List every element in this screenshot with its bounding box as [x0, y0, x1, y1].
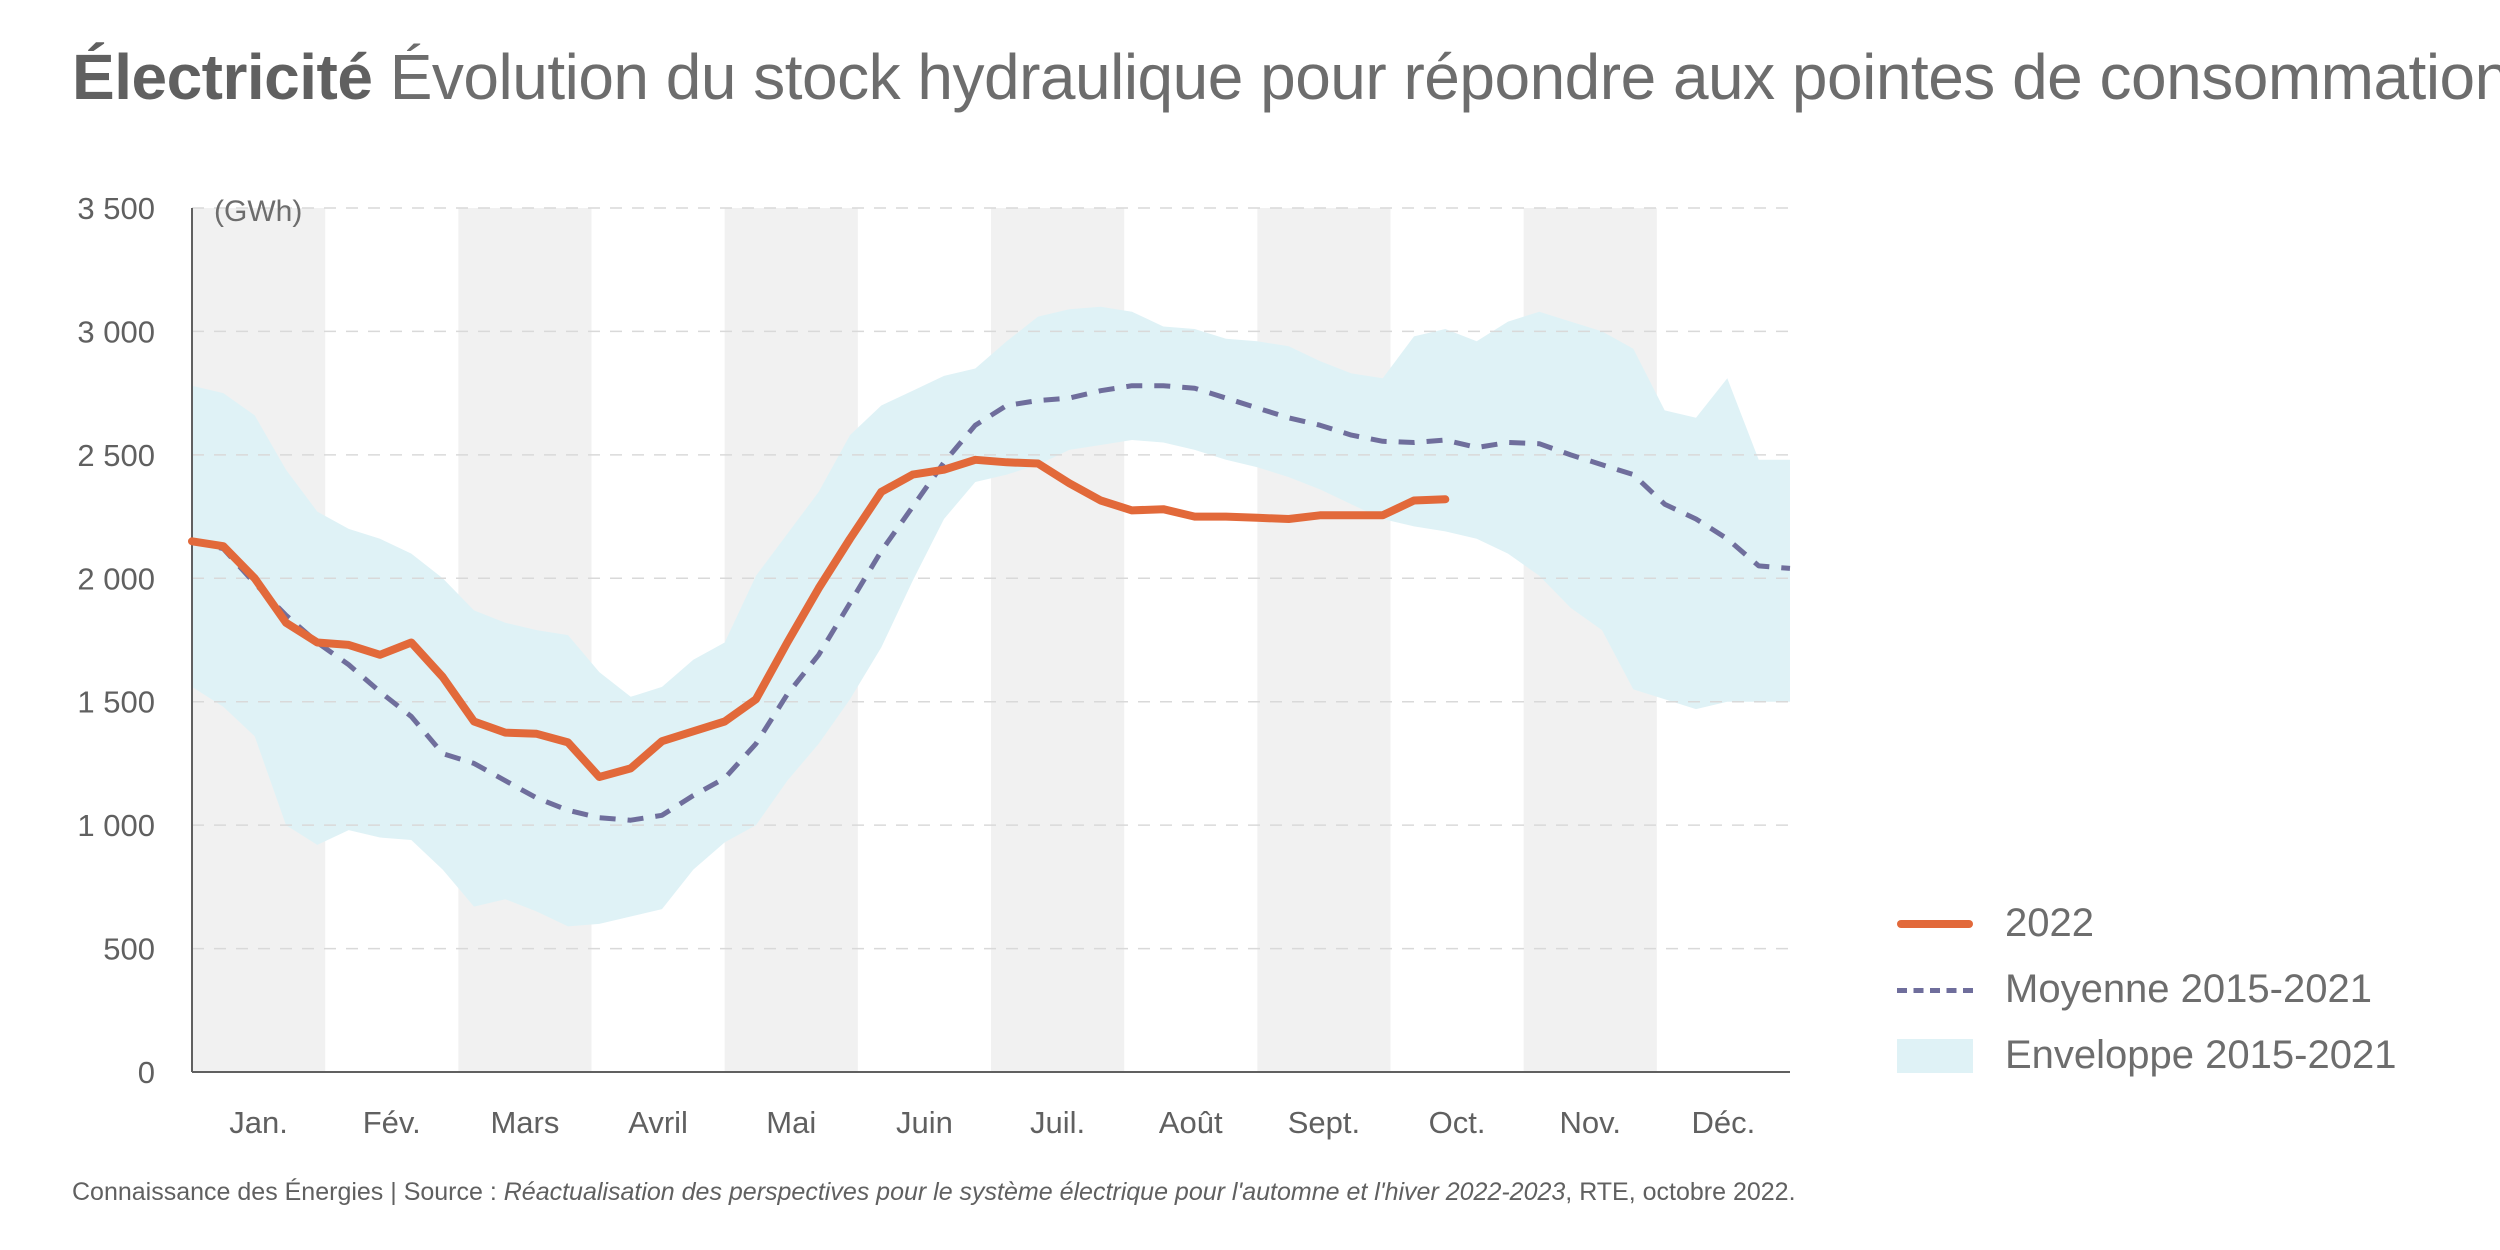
x-month-label: Mars	[490, 1105, 559, 1140]
title-bold: Électricité	[72, 41, 373, 113]
source-footer: Connaissance des Énergies | Source : Réa…	[72, 1178, 1796, 1207]
y-tick-label: 0	[138, 1055, 155, 1090]
x-month-label: Déc.	[1692, 1105, 1756, 1140]
month-shade-8	[1257, 208, 1391, 1072]
x-month-label: Juin	[896, 1105, 953, 1140]
legend-swatch-2022	[1895, 903, 1975, 943]
legend-band-enveloppe	[1897, 1039, 1973, 1073]
footer-source-title: Réactualisation des perspectives pour le…	[503, 1178, 1566, 1206]
x-month-label: Sept.	[1288, 1105, 1360, 1140]
legend-swatch-enveloppe	[1895, 1035, 1975, 1075]
x-month-label: Avril	[628, 1105, 688, 1140]
hydro-stock-chart: 0 500 1 000 1 500 2 000 2 500 3 000 3 500 (GWh) J…	[77, 191, 1791, 1140]
legend-item-2022: 2022	[1895, 890, 2396, 956]
y-axis-unit-label: (GWh)	[214, 195, 302, 228]
x-month-label: Nov.	[1560, 1105, 1621, 1140]
y-tick-label: 2 500	[77, 438, 155, 473]
x-month-label: Mai	[766, 1105, 816, 1140]
legend-label-enveloppe: Enveloppe 2015-2021	[2005, 1032, 2397, 1077]
legend-item-enveloppe: Enveloppe 2015-2021	[1895, 1022, 2396, 1088]
y-tick-label: 3 000	[77, 314, 155, 349]
legend-dash-moyenne	[1897, 988, 1973, 993]
chart-title: Électricité Évolution du stock hydrauliq…	[72, 40, 2500, 114]
legend-line-2022	[1897, 920, 1973, 928]
x-month-label: Août	[1159, 1105, 1223, 1140]
footer-suffix: , RTE, octobre 2022.	[1565, 1178, 1796, 1206]
x-month-label: Juil.	[1030, 1105, 1085, 1140]
legend-label-moyenne: Moyenne 2015-2021	[2005, 966, 2372, 1011]
x-month-label: Oct.	[1429, 1105, 1486, 1140]
chart-legend: 2022 Moyenne 2015-2021 Enveloppe 2015-20…	[1895, 890, 2396, 1088]
title-rest: Évolution du stock hydraulique pour répo…	[389, 41, 2500, 113]
y-tick-label: 1 000	[77, 808, 155, 843]
y-tick-label: 1 500	[77, 685, 155, 720]
series-2022	[188, 455, 1450, 781]
footer-prefix: Connaissance des Énergies | Source :	[72, 1178, 504, 1206]
legend-label-2022: 2022	[2005, 900, 2094, 945]
y-tick-label: 3 500	[77, 191, 155, 226]
series-moyenne-2015-2021	[191, 383, 1791, 823]
legend-item-moyenne: Moyenne 2015-2021	[1895, 956, 2396, 1022]
y-tick-label: 500	[103, 932, 155, 967]
x-month-label: Fév.	[363, 1105, 421, 1140]
y-tick-label: 2 000	[77, 561, 155, 596]
legend-swatch-moyenne	[1895, 969, 1975, 1009]
x-month-label: Jan.	[229, 1105, 288, 1140]
